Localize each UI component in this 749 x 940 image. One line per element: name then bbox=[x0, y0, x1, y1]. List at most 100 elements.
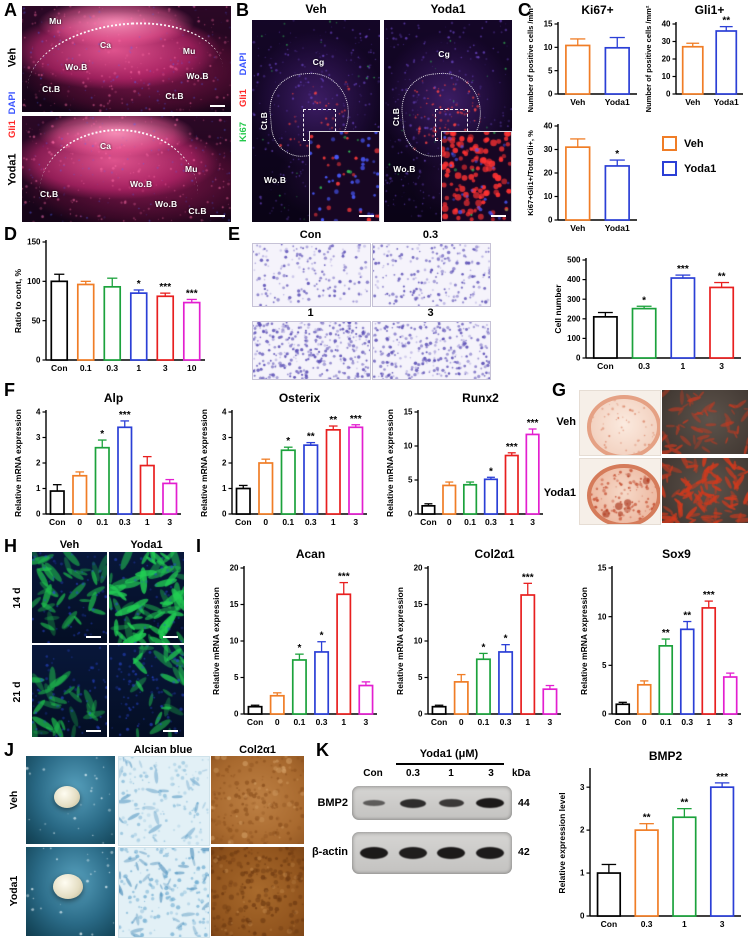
migration-image-1 bbox=[252, 321, 371, 380]
svg-text:0.1: 0.1 bbox=[80, 363, 92, 373]
speckle-texture bbox=[32, 645, 107, 737]
panel-letter-d: D bbox=[4, 224, 17, 244]
kda-value-44: 44 bbox=[518, 797, 530, 809]
svg-text:Number of positive cells /mm²: Number of positive cells /mm² bbox=[644, 5, 653, 112]
speckle-texture bbox=[253, 244, 370, 306]
svg-text:0.3: 0.3 bbox=[106, 363, 118, 373]
svg-text:Veh: Veh bbox=[570, 223, 585, 233]
blot-band bbox=[475, 847, 504, 859]
col2a1-ihc-veh bbox=[211, 756, 304, 844]
row-label-yoda1: Yoda1 bbox=[6, 153, 18, 186]
svg-text:Ki67+Gli1+/Total Gli+, %: Ki67+Gli1+/Total Gli+, % bbox=[526, 130, 535, 216]
svg-text:Relative mRNA expression: Relative mRNA expression bbox=[579, 587, 589, 695]
svg-text:Yoda1: Yoda1 bbox=[605, 97, 630, 107]
svg-text:**: ** bbox=[680, 798, 688, 809]
svg-text:4: 4 bbox=[36, 408, 41, 417]
protein-label-bmp2: BMP2 bbox=[317, 797, 348, 809]
svg-text:0: 0 bbox=[36, 510, 41, 519]
blot-dose-title: Yoda1 (μM) bbox=[419, 748, 479, 760]
svg-text:Relative mRNA expression: Relative mRNA expression bbox=[199, 409, 209, 517]
svg-text:Osterix: Osterix bbox=[279, 391, 321, 405]
chart-bmp2-quantification: 0 1 2 3 Con ** 0.3 ** 1 *** 3 BMP2 Relative expressi… bbox=[556, 748, 746, 936]
svg-text:3: 3 bbox=[36, 433, 41, 442]
svg-text:3: 3 bbox=[167, 517, 172, 527]
svg-text:Number of positive cells /mm²: Number of positive cells /mm² bbox=[526, 5, 535, 112]
dotted-outline bbox=[38, 128, 198, 201]
svg-text:BMP2: BMP2 bbox=[649, 749, 683, 763]
tissue-label: Cg bbox=[312, 57, 325, 68]
svg-text:10: 10 bbox=[544, 192, 553, 201]
svg-text:Alp: Alp bbox=[104, 391, 123, 405]
svg-text:*: * bbox=[100, 429, 104, 440]
col-title-veh: Veh bbox=[305, 2, 327, 16]
tissue-label: Ct.B bbox=[390, 107, 401, 127]
svg-text:3: 3 bbox=[163, 363, 168, 373]
chart-osterix: 0 1 2 3 4 Con 0 * 0.1 ** 0.3 ** 1 *** 3 Osterix Relative… bbox=[198, 390, 372, 534]
svg-text:2: 2 bbox=[580, 826, 585, 835]
alizarin-micrograph-veh bbox=[662, 390, 748, 454]
svg-text:3: 3 bbox=[353, 517, 358, 527]
svg-text:**: ** bbox=[662, 628, 670, 639]
stain-label-gli1: Gli1 bbox=[237, 89, 249, 107]
img-label-1: 1 bbox=[307, 307, 314, 319]
svg-text:20: 20 bbox=[544, 169, 553, 178]
svg-text:500: 500 bbox=[567, 256, 581, 265]
svg-text:**: ** bbox=[307, 432, 315, 443]
fluorescence-14d-veh bbox=[32, 552, 107, 643]
panel-letter-e: E bbox=[228, 224, 241, 244]
inset-magnified-veh bbox=[308, 131, 380, 222]
svg-text:3: 3 bbox=[222, 433, 227, 442]
alizarin-micrograph-yoda1 bbox=[662, 458, 748, 523]
svg-text:*: * bbox=[481, 642, 485, 653]
legend: Veh Yoda1 bbox=[662, 136, 716, 186]
svg-text:Con: Con bbox=[49, 517, 66, 527]
svg-text:***: *** bbox=[119, 410, 131, 421]
lane-label-0-3: 0.3 bbox=[406, 768, 420, 779]
alizarin-well-yoda1 bbox=[579, 458, 661, 525]
svg-text:0.1: 0.1 bbox=[660, 717, 672, 727]
panel-letter-a: A bbox=[4, 0, 17, 20]
blot-band bbox=[475, 798, 504, 808]
blot-band bbox=[398, 847, 427, 859]
fluorescence-21d-yoda1 bbox=[109, 645, 184, 737]
svg-text:2: 2 bbox=[222, 459, 227, 468]
svg-text:20: 20 bbox=[230, 564, 239, 573]
svg-text:3: 3 bbox=[720, 919, 725, 929]
svg-text:15: 15 bbox=[544, 20, 553, 29]
svg-text:Ki67+: Ki67+ bbox=[581, 3, 613, 17]
svg-text:0: 0 bbox=[234, 710, 239, 719]
speckle-texture bbox=[32, 552, 107, 643]
svg-text:0.3: 0.3 bbox=[681, 717, 693, 727]
svg-text:Gli1+: Gli1+ bbox=[695, 3, 725, 17]
svg-text:1: 1 bbox=[682, 919, 687, 929]
svg-text:Relative mRNA expression: Relative mRNA expression bbox=[395, 587, 405, 695]
tissue-label: Ct.B bbox=[165, 91, 184, 102]
svg-text:5: 5 bbox=[602, 661, 607, 670]
svg-text:10: 10 bbox=[404, 442, 413, 451]
chart-col2a1: 0 5 10 15 20 Con 0 * 0.1 * 0.3 *** 1 3 Col2α1 Relative … bbox=[394, 546, 566, 734]
svg-text:***: *** bbox=[186, 288, 198, 299]
micrograph-femur-yoda1: Ca Mu Wo.B Ct.B Wo.B Ct.B bbox=[22, 116, 231, 222]
svg-text:10: 10 bbox=[414, 637, 423, 646]
svg-text:10: 10 bbox=[230, 637, 239, 646]
svg-text:0.3: 0.3 bbox=[119, 517, 131, 527]
speckle-texture bbox=[309, 132, 379, 222]
img-label-3: 3 bbox=[427, 307, 434, 319]
lane-label-con: Con bbox=[363, 768, 383, 779]
western-blot-bmp2 bbox=[352, 786, 512, 820]
svg-text:Con: Con bbox=[597, 361, 614, 371]
migration-image-0-3 bbox=[372, 243, 491, 307]
speckle-texture bbox=[109, 645, 184, 737]
svg-text:100: 100 bbox=[27, 277, 41, 286]
col-title-veh: Veh bbox=[59, 539, 80, 551]
blot-band bbox=[363, 800, 386, 806]
svg-text:**: ** bbox=[722, 16, 730, 27]
svg-text:0: 0 bbox=[459, 717, 464, 727]
svg-text:Con: Con bbox=[235, 517, 252, 527]
svg-text:1: 1 bbox=[331, 517, 336, 527]
row-label-14d: 14 d bbox=[11, 587, 23, 609]
svg-text:50: 50 bbox=[32, 316, 41, 325]
row-label-veh: Veh bbox=[556, 416, 576, 428]
svg-text:0.1: 0.1 bbox=[294, 717, 306, 727]
tissue-label: Ct.B bbox=[258, 111, 269, 131]
